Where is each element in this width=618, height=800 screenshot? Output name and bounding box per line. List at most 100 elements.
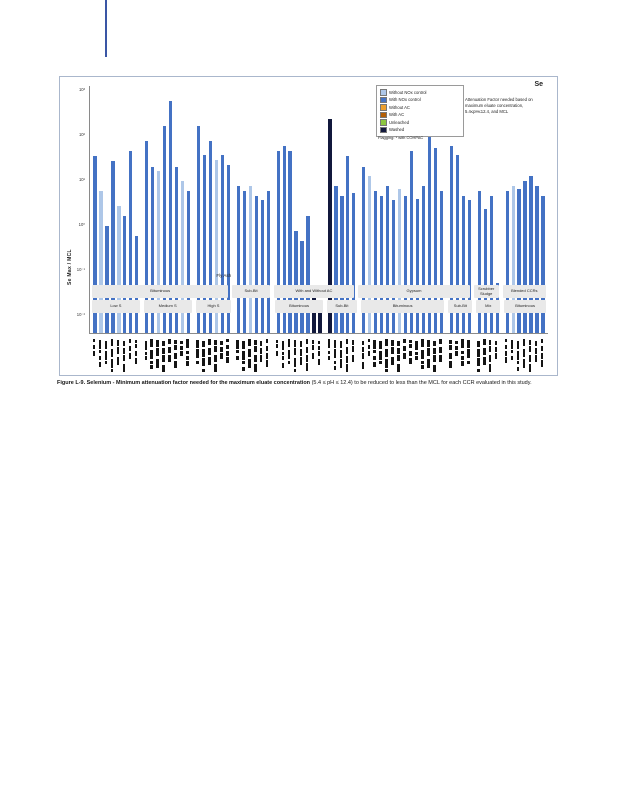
x-tick-mark-column <box>509 336 515 372</box>
bar <box>455 155 459 333</box>
bar <box>449 146 454 333</box>
x-tick-mark-column <box>372 336 378 372</box>
bar <box>260 200 264 333</box>
x-tick-mark-column <box>420 336 426 372</box>
bar <box>523 181 527 333</box>
category-label: Low S <box>92 300 140 313</box>
x-tick-mark-column <box>402 336 408 372</box>
bar <box>433 148 438 333</box>
category-label: Blended CCRs <box>502 285 546 298</box>
category-label: Fly Ash <box>216 273 232 278</box>
category-label: Sub-Bit <box>232 285 270 298</box>
bar-group <box>504 86 546 333</box>
y-tick-label: 10¹ <box>78 177 85 183</box>
bar <box>226 164 230 333</box>
bar <box>505 191 509 333</box>
category-top-labels: Fly Ash <box>90 273 548 284</box>
legend-swatch <box>380 104 387 111</box>
vertical-line-artifact <box>105 0 107 57</box>
legend-item: Without AC <box>380 104 460 111</box>
x-tick-mark-column <box>127 336 133 372</box>
bar <box>174 166 179 333</box>
bar <box>409 150 414 333</box>
category-label: With and Without AC <box>273 285 355 298</box>
bar-group <box>144 86 192 333</box>
x-tick-mark-column <box>437 336 443 372</box>
category-label: Gypsum <box>358 285 470 298</box>
bar <box>392 200 396 333</box>
category-label: Medium S <box>143 300 192 313</box>
figure-caption-text: (5.4 ≤ pH ≤ 12.4) to be reduced to less … <box>310 380 532 386</box>
x-tick-mark-column <box>390 336 396 372</box>
bar <box>105 226 109 333</box>
bar <box>403 195 408 333</box>
bar <box>334 186 338 333</box>
category-label: Scrubber Sludge <box>473 285 499 298</box>
bar <box>362 166 366 333</box>
bar <box>318 300 322 333</box>
x-tick-mark-column <box>475 336 481 372</box>
x-tick-group <box>91 336 139 372</box>
bar <box>439 191 444 333</box>
legend-footnote: Flagging: * with COHPAC <box>378 135 424 140</box>
bar <box>242 191 246 333</box>
x-tick-mark-column <box>258 336 264 372</box>
bar <box>535 186 539 333</box>
bar <box>129 151 133 333</box>
x-tick-mark-column <box>481 336 487 372</box>
bar <box>117 206 121 333</box>
bar-group <box>327 86 357 333</box>
x-tick-mark-column <box>155 336 161 372</box>
x-tick-mark-column <box>366 336 372 372</box>
x-tick-mark-column <box>539 336 545 372</box>
x-tick-mark-column <box>280 336 286 372</box>
category-label: Mix <box>476 300 501 313</box>
x-tick-mark-column <box>360 336 366 372</box>
x-tick-mark-column <box>378 336 384 372</box>
bar <box>123 216 127 333</box>
legend-item-label: Washed <box>389 127 405 133</box>
bar <box>477 191 481 333</box>
legend-item: With NOx control <box>380 96 460 103</box>
legend-swatch <box>380 96 387 103</box>
bar <box>196 126 201 333</box>
y-axis-tick-labels: 10³ 10² 10¹ 10⁰ 10⁻¹ 10⁻² <box>66 86 87 333</box>
bar <box>461 195 465 333</box>
category-label: Bituminous <box>504 300 546 313</box>
legend-item: Washed <box>380 126 460 133</box>
bar <box>489 195 493 333</box>
bar <box>236 186 240 333</box>
x-tick-mark-column <box>103 336 109 372</box>
y-tick-label: 10⁻¹ <box>76 267 85 273</box>
legend-item-label: Unleached <box>389 119 410 125</box>
bar <box>254 195 258 333</box>
bar <box>145 141 149 333</box>
bar-group <box>361 86 445 333</box>
x-tick-mark-column <box>115 336 121 372</box>
bar <box>397 189 402 333</box>
bar-group <box>448 86 472 333</box>
x-tick-mark-column <box>133 336 139 372</box>
bar <box>99 191 103 333</box>
x-tick-mark-column <box>465 336 471 372</box>
x-tick-mark-column <box>224 336 230 372</box>
x-tick-mark-column <box>431 336 437 372</box>
category-band-row1: Bituminous Sub-Bit With and Without AC Gyps… <box>90 285 548 298</box>
figure-frame: Se Se Max / MCL 10³ 10² 10¹ 10⁰ 10⁻¹ 10⁻² Fly… <box>59 76 558 376</box>
x-tick-mark-column <box>316 336 322 372</box>
attenuation-note: Attenuation Factor needed based on maxim… <box>465 97 533 114</box>
x-tick-group <box>234 336 270 372</box>
x-tick-mark-column <box>292 336 298 372</box>
bar <box>266 191 270 333</box>
bar <box>202 155 207 333</box>
legend-swatch <box>380 89 387 96</box>
bar <box>220 155 225 333</box>
bar <box>386 186 390 333</box>
x-tick-mark-column <box>298 336 304 372</box>
category-label: Bituminous <box>92 285 229 298</box>
x-tick-mark-column <box>338 336 344 372</box>
x-tick-mark-column <box>246 336 252 372</box>
x-tick-group <box>274 336 322 372</box>
category-spacer <box>235 300 271 313</box>
